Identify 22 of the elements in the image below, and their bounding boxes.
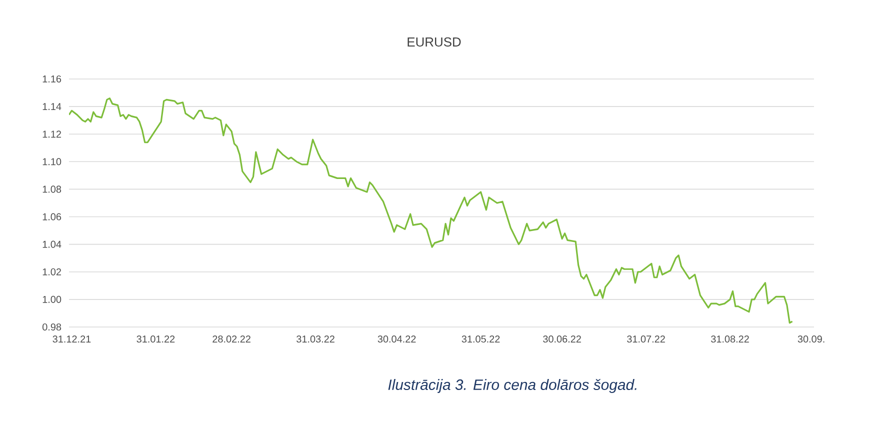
y-tick-label: 1.08 [42,186,62,193]
x-tick-label: 31.03.22 [296,336,334,343]
x-tick-label: 28.02.22 [212,336,250,343]
x-tick-label: 31.08.22 [711,336,749,343]
y-tick-label: 1.16 [42,75,62,83]
x-tick-label: 30.06.22 [543,336,581,343]
y-tick-label: 1.02 [42,268,61,276]
x-tick-label: 31.05.22 [462,336,500,343]
y-tick-label: 1.10 [42,158,62,166]
x-tick-label: 30.09. [798,336,824,343]
y-tick-label: 1.04 [42,240,62,248]
y-tick-label: 1.14 [42,103,62,110]
text: Ilustrācija 3. Eiro cena dolāros šogad. [388,379,636,393]
y-tick-label: 1.12 [42,130,61,138]
y-tick-label: 1.00 [42,296,62,303]
x-tick-label: 30.04.22 [378,336,416,343]
chart-title: EURUSD [408,37,461,47]
x-tick-label: 31.01.22 [136,336,175,343]
x-tick-label: 31.07.22 [627,336,665,343]
x-tick-label: 31.12.21 [52,336,91,343]
y-tick-label: 0.98 [42,323,62,331]
y-tick-label: 1.06 [42,213,62,220]
